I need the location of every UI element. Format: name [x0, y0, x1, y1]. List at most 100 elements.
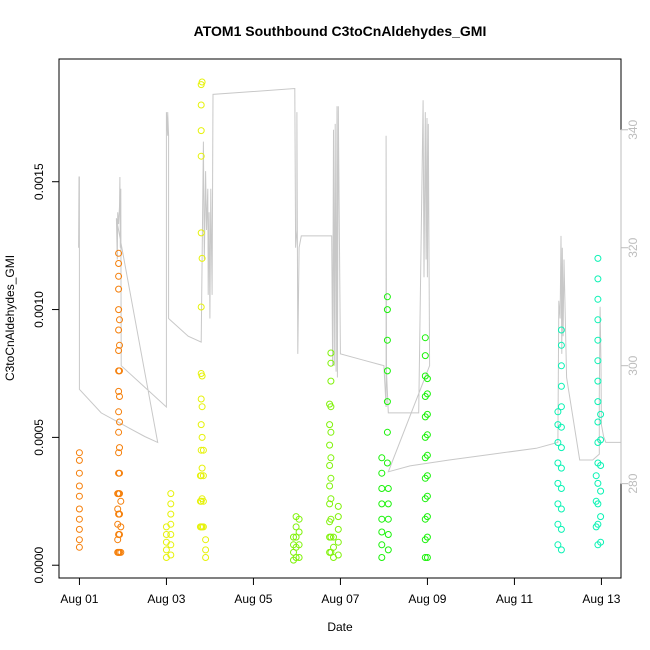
data-point: [554, 520, 562, 528]
data-point: [594, 479, 602, 487]
x-tick-label: Aug 13: [582, 592, 620, 606]
data-point: [557, 403, 565, 411]
data-point: [167, 520, 175, 528]
data-point: [423, 375, 431, 383]
data-point: [384, 546, 392, 554]
x-axis-label: Date: [327, 620, 353, 634]
data-point: [594, 254, 602, 262]
y-tick-label: 0.0010: [32, 291, 46, 328]
data-point: [197, 472, 205, 480]
data-point: [327, 495, 335, 503]
y-axis-right: 280 300 320 340: [620, 119, 640, 494]
data-point: [594, 357, 602, 365]
data-point: [554, 459, 562, 467]
data-point: [423, 472, 431, 480]
data-point: [197, 101, 205, 109]
data-point: [75, 482, 83, 490]
data-point: [198, 78, 206, 86]
data-point: [597, 436, 605, 444]
data-point: [378, 541, 386, 549]
data-point: [597, 513, 605, 521]
data-point: [378, 454, 386, 462]
data-point: [383, 336, 391, 344]
data-point: [75, 456, 83, 464]
data-point: [115, 326, 123, 334]
data-point: [326, 441, 334, 449]
data-point: [116, 490, 123, 498]
data-point: [554, 500, 562, 508]
data-point: [295, 528, 303, 536]
data-point: [295, 554, 303, 561]
data-point: [115, 449, 123, 457]
data-point: [594, 520, 602, 528]
data-point: [198, 403, 206, 411]
x-tick-label: Aug 07: [321, 592, 359, 606]
data-point: [423, 554, 431, 561]
data-point: [423, 451, 431, 459]
data-point: [199, 523, 207, 531]
data-point: [327, 454, 335, 462]
data-point: [202, 554, 210, 561]
data-point: [290, 533, 297, 541]
data-point: [557, 505, 565, 513]
data-point: [594, 336, 602, 344]
data-point: [421, 554, 429, 561]
data-point: [326, 482, 334, 490]
data-point: [554, 439, 562, 446]
data-point: [292, 523, 300, 531]
data-point: [557, 382, 565, 390]
data-point: [116, 316, 123, 324]
data-point: [115, 408, 123, 416]
data-point: [117, 497, 125, 505]
y2-tick-label: 300: [626, 355, 640, 375]
data-point: [115, 347, 123, 354]
data-point: [327, 359, 335, 367]
data-point: [199, 497, 207, 505]
data-point: [594, 398, 602, 406]
data-point: [116, 341, 123, 349]
data-point: [557, 362, 565, 370]
data-point: [199, 472, 207, 480]
data-point: [116, 469, 123, 477]
data-point: [594, 500, 602, 508]
data-point: [557, 485, 565, 492]
data-point: [292, 533, 300, 541]
data-point: [378, 469, 386, 477]
data-point: [116, 444, 123, 452]
data-point: [421, 334, 429, 342]
data-point: [115, 272, 123, 280]
data-points-layer: [75, 78, 605, 564]
data-point: [197, 127, 205, 135]
data-point: [334, 502, 342, 510]
data-point: [198, 464, 206, 472]
data-point: [383, 367, 391, 375]
data-point: [423, 410, 431, 418]
data-point: [75, 536, 83, 544]
data-point: [592, 472, 600, 480]
data-point: [327, 349, 335, 357]
y2-tick-label: 280: [626, 473, 640, 493]
data-point: [383, 459, 391, 467]
data-point: [197, 395, 205, 403]
data-point: [421, 352, 429, 360]
data-point: [378, 554, 386, 561]
data-point: [167, 490, 175, 498]
data-point: [116, 531, 123, 538]
data-point: [115, 306, 123, 314]
data-point: [115, 260, 123, 267]
data-point: [384, 515, 392, 523]
data-point: [597, 538, 605, 546]
data-point: [423, 390, 431, 398]
data-point: [378, 528, 386, 536]
data-point: [554, 479, 562, 487]
data-point: [327, 428, 335, 436]
data-point: [116, 367, 123, 375]
data-point: [557, 546, 565, 554]
data-point: [75, 515, 83, 523]
data-point: [75, 505, 83, 513]
data-point: [115, 285, 123, 293]
data-point: [327, 533, 335, 541]
data-point: [197, 229, 205, 237]
data-point: [167, 541, 175, 549]
x-tick-label: Aug 05: [234, 592, 272, 606]
